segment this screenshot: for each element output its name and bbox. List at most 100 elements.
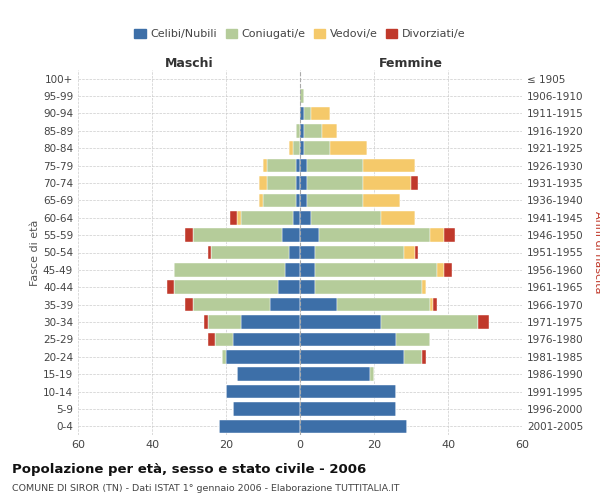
Bar xyxy=(307,176,363,190)
Bar xyxy=(300,402,396,415)
Bar xyxy=(300,332,396,346)
Bar xyxy=(237,211,241,224)
Bar xyxy=(271,298,300,312)
Bar xyxy=(296,124,300,138)
Bar xyxy=(337,298,430,312)
Bar xyxy=(300,315,382,329)
Bar xyxy=(300,194,307,207)
Bar xyxy=(300,228,319,242)
Bar xyxy=(304,106,311,120)
Bar xyxy=(411,176,418,190)
Bar xyxy=(266,176,296,190)
Bar xyxy=(315,246,404,260)
Bar xyxy=(266,159,296,172)
Bar xyxy=(415,246,418,260)
Bar xyxy=(430,298,433,312)
Bar xyxy=(233,402,300,415)
Bar xyxy=(430,228,444,242)
Bar xyxy=(204,315,208,329)
Bar xyxy=(211,246,289,260)
Bar xyxy=(315,280,422,294)
Bar xyxy=(300,298,337,312)
Bar xyxy=(437,263,444,276)
Text: Maschi: Maschi xyxy=(164,57,214,70)
Bar xyxy=(167,280,174,294)
Bar xyxy=(311,106,329,120)
Bar xyxy=(422,350,426,364)
Bar xyxy=(208,332,215,346)
Bar xyxy=(319,228,430,242)
Bar xyxy=(478,315,489,329)
Bar xyxy=(304,124,322,138)
Bar xyxy=(215,332,233,346)
Bar xyxy=(289,246,300,260)
Legend: Celibi/Nubili, Coniugati/e, Vedovi/e, Divorziati/e: Celibi/Nubili, Coniugati/e, Vedovi/e, Di… xyxy=(130,24,470,44)
Text: COMUNE DI SIROR (TN) - Dati ISTAT 1° gennaio 2006 - Elaborazione TUTTITALIA.IT: COMUNE DI SIROR (TN) - Dati ISTAT 1° gen… xyxy=(12,484,400,493)
Bar xyxy=(185,228,193,242)
Bar xyxy=(208,246,211,260)
Bar xyxy=(433,298,437,312)
Bar xyxy=(304,142,329,155)
Bar xyxy=(300,106,304,120)
Bar xyxy=(396,332,430,346)
Bar xyxy=(226,385,300,398)
Bar xyxy=(300,263,315,276)
Bar xyxy=(300,280,315,294)
Bar xyxy=(226,350,300,364)
Bar xyxy=(300,420,407,433)
Bar xyxy=(193,298,271,312)
Bar xyxy=(311,211,382,224)
Bar xyxy=(307,159,363,172)
Bar xyxy=(193,228,281,242)
Bar xyxy=(263,194,296,207)
Bar xyxy=(382,315,478,329)
Bar xyxy=(382,211,415,224)
Bar xyxy=(300,368,370,381)
Bar xyxy=(185,298,193,312)
Bar xyxy=(296,194,300,207)
Bar xyxy=(307,194,363,207)
Bar xyxy=(174,263,285,276)
Bar xyxy=(300,90,304,103)
Bar xyxy=(223,350,226,364)
Bar xyxy=(296,176,300,190)
Bar xyxy=(300,385,396,398)
Bar xyxy=(296,159,300,172)
Bar xyxy=(404,246,415,260)
Bar xyxy=(363,176,411,190)
Bar xyxy=(300,142,304,155)
Bar xyxy=(422,280,426,294)
Bar xyxy=(300,124,304,138)
Bar xyxy=(404,350,422,364)
Bar xyxy=(233,332,300,346)
Bar xyxy=(300,211,311,224)
Bar xyxy=(370,368,374,381)
Bar xyxy=(263,159,266,172)
Bar xyxy=(259,176,266,190)
Bar xyxy=(230,211,237,224)
Bar xyxy=(174,280,278,294)
Bar xyxy=(300,176,307,190)
Bar xyxy=(293,211,300,224)
Bar xyxy=(241,315,300,329)
Y-axis label: Anni di nascita: Anni di nascita xyxy=(593,211,600,294)
Bar xyxy=(315,263,437,276)
Y-axis label: Fasce di età: Fasce di età xyxy=(30,220,40,286)
Bar xyxy=(293,142,300,155)
Text: Femmine: Femmine xyxy=(379,57,443,70)
Bar xyxy=(281,228,300,242)
Bar xyxy=(237,368,300,381)
Bar xyxy=(363,159,415,172)
Bar xyxy=(218,420,300,433)
Bar xyxy=(278,280,300,294)
Bar xyxy=(444,263,452,276)
Bar xyxy=(289,142,293,155)
Bar xyxy=(300,350,404,364)
Bar xyxy=(322,124,337,138)
Bar xyxy=(329,142,367,155)
Bar xyxy=(300,159,307,172)
Bar xyxy=(300,246,315,260)
Bar xyxy=(285,263,300,276)
Bar xyxy=(444,228,455,242)
Bar xyxy=(208,315,241,329)
